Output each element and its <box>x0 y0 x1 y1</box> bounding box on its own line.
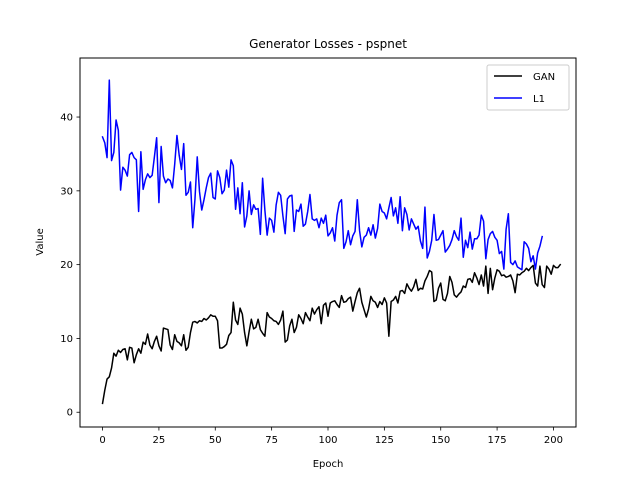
x-tick-label: 125 <box>375 435 394 446</box>
x-tick-label: 200 <box>544 435 563 446</box>
x-tick-label: 175 <box>488 435 507 446</box>
legend-box <box>486 64 570 111</box>
x-tick-label: 0 <box>99 435 105 446</box>
series-layer <box>101 79 562 405</box>
x-axis: 0 25 50 75 100 125 150 175 200 <box>99 427 563 446</box>
series-line-l1 <box>101 79 544 271</box>
legend-label-l1: L1 <box>533 94 545 105</box>
y-tick-label: 20 <box>60 260 73 271</box>
x-tick-label: 75 <box>265 435 278 446</box>
x-tick-label: 25 <box>153 435 166 446</box>
y-tick-label: 40 <box>60 113 73 124</box>
legend-label-gan: GAN <box>533 72 555 83</box>
x-axis-label: Epoch <box>313 459 344 470</box>
y-axis-label: Value <box>35 228 46 255</box>
x-tick-label: 150 <box>431 435 450 446</box>
legend: GAN L1 <box>486 64 570 111</box>
series-line-gan <box>101 263 562 405</box>
x-tick-label: 50 <box>209 435 222 446</box>
x-tick-label: 100 <box>318 435 337 446</box>
y-axis: 0 10 20 30 40 <box>60 113 80 419</box>
chart-title: Generator Losses - pspnet <box>249 37 407 51</box>
y-tick-label: 30 <box>60 186 73 197</box>
y-tick-label: 10 <box>60 334 73 345</box>
y-tick-label: 0 <box>67 408 73 419</box>
